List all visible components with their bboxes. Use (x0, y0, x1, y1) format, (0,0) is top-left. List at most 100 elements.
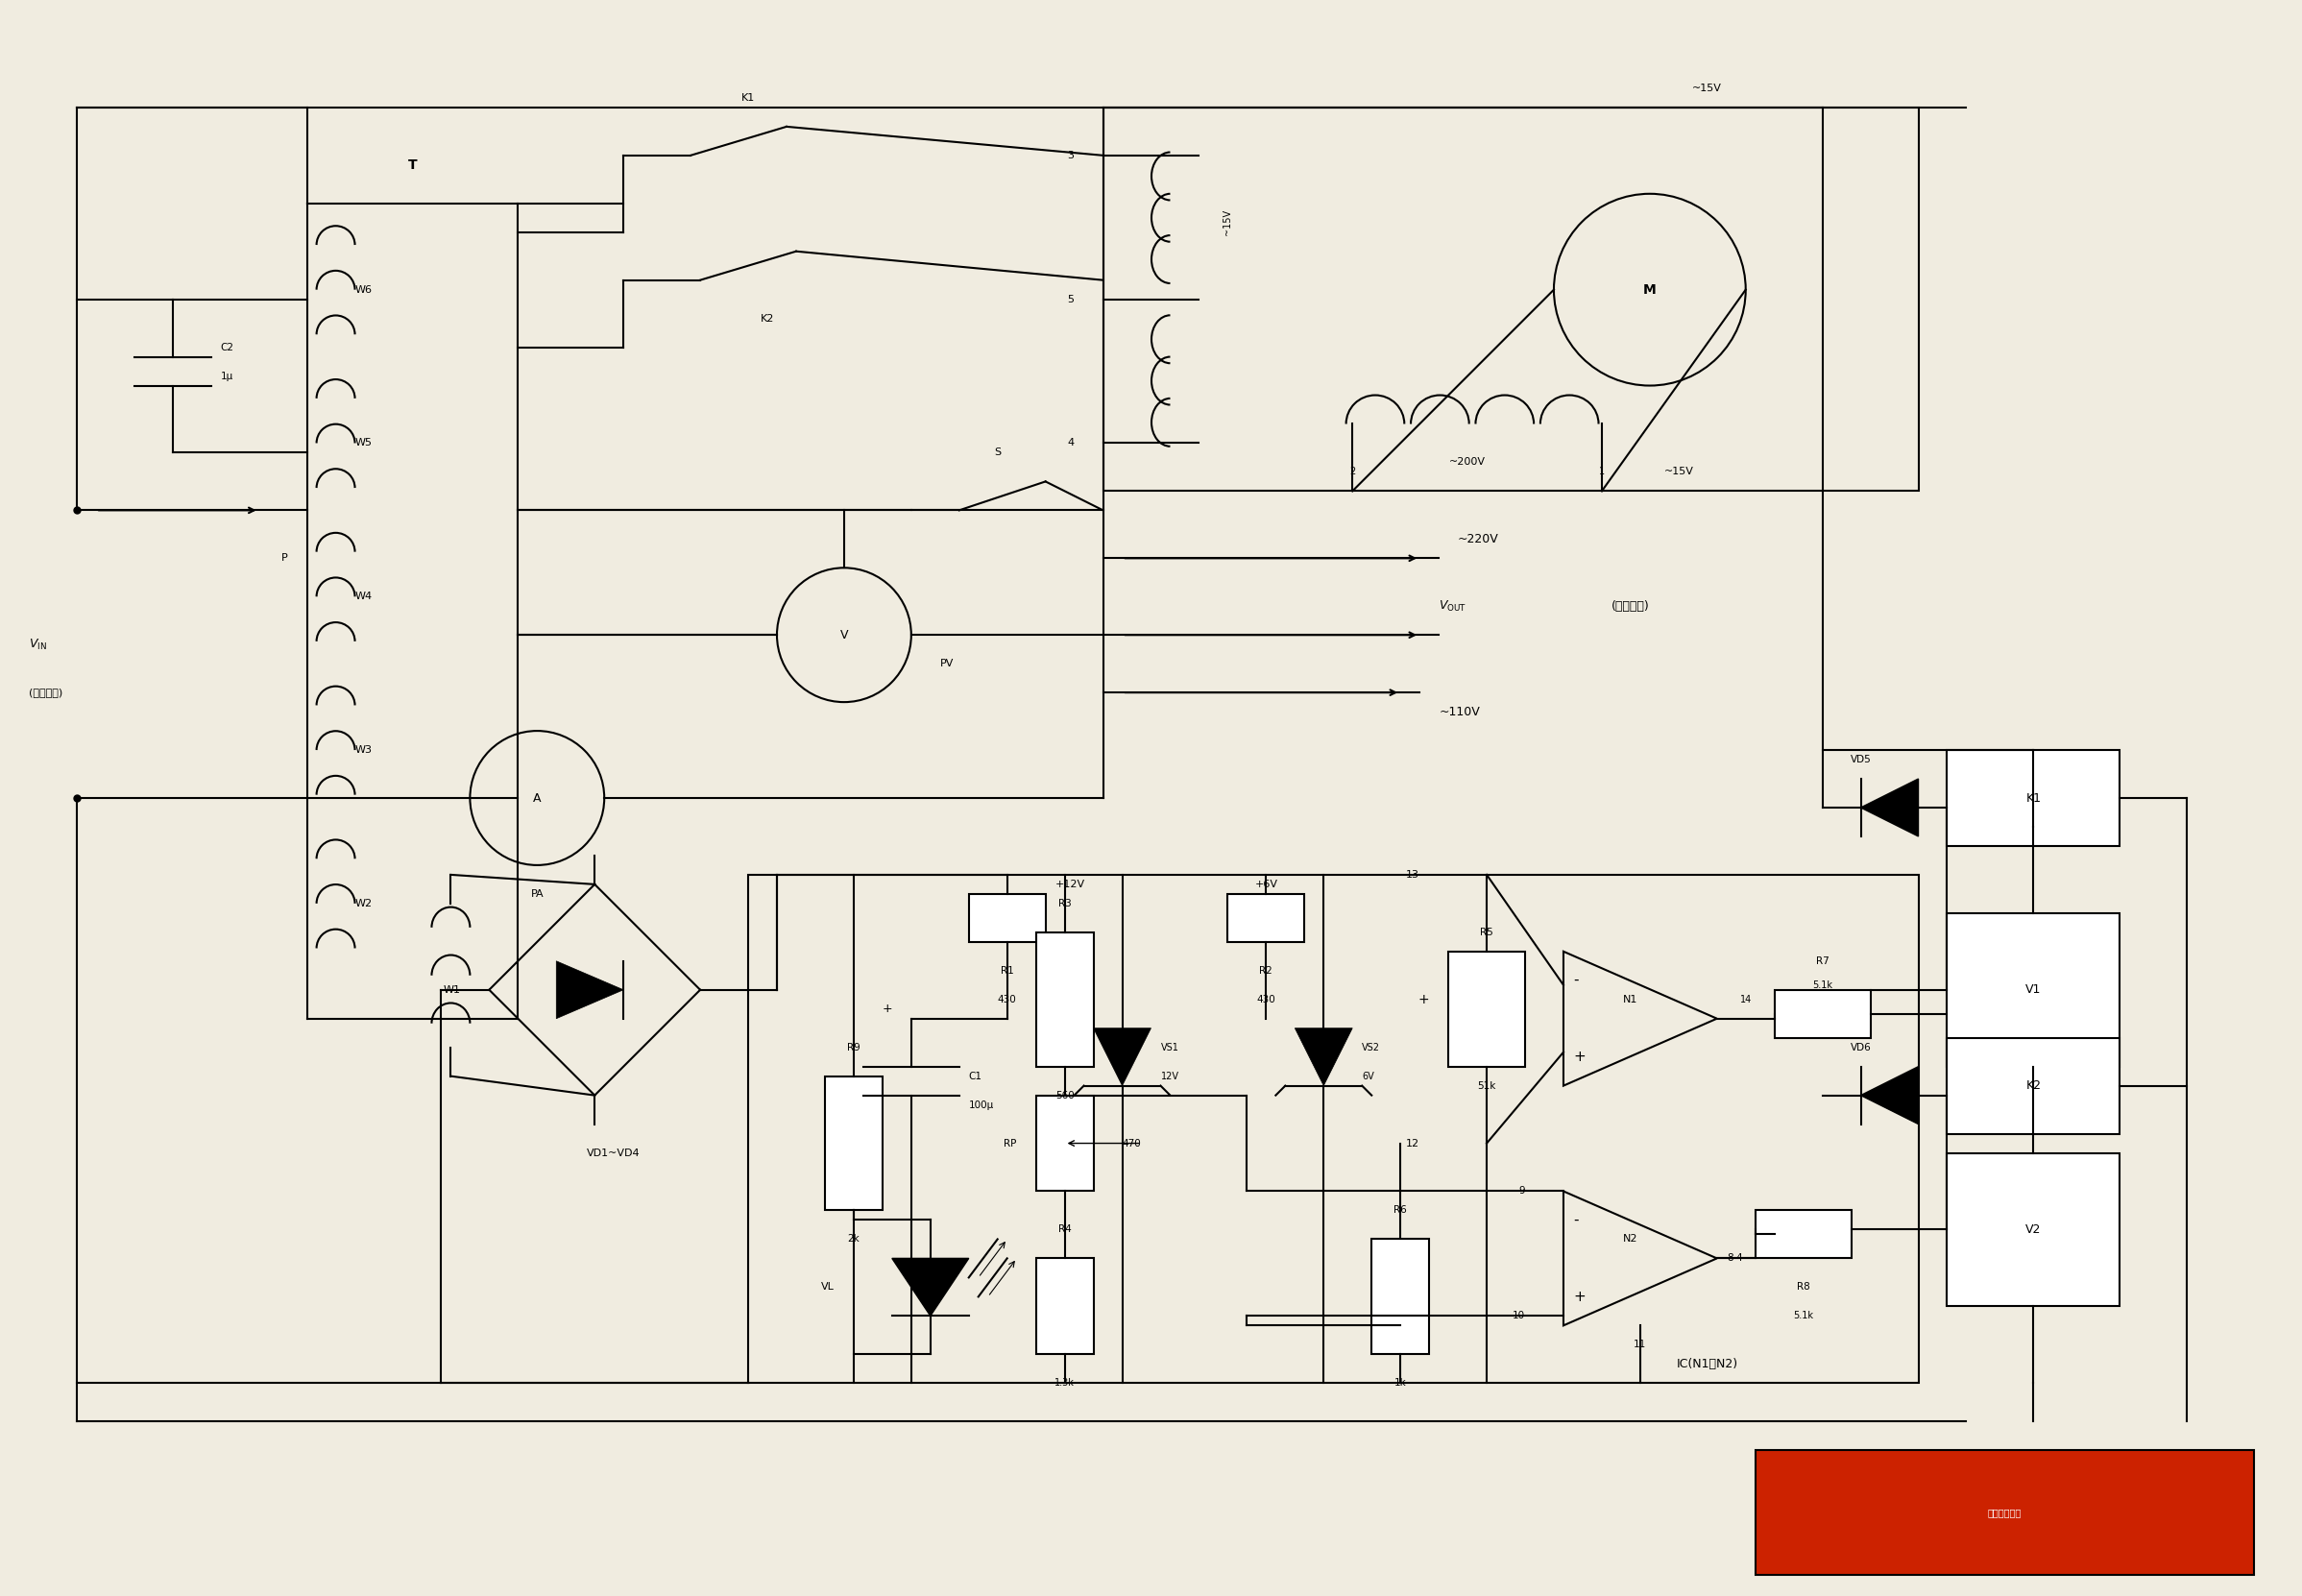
Text: +: + (1572, 1290, 1586, 1304)
Text: VD5: VD5 (1851, 755, 1872, 764)
Text: 5.1k: 5.1k (1793, 1310, 1814, 1321)
Text: K1: K1 (741, 93, 755, 102)
Bar (1036, 1095, 1093, 1191)
Text: M: M (1644, 282, 1657, 297)
Text: 51k: 51k (1478, 1080, 1496, 1090)
Text: VL: VL (822, 1282, 833, 1291)
Polygon shape (1294, 1028, 1354, 1085)
Bar (748, 875, 1918, 1384)
Text: W2: W2 (355, 899, 373, 908)
Text: VS1: VS1 (1160, 1042, 1179, 1052)
Text: V1: V1 (2026, 983, 2042, 996)
Text: N2: N2 (1623, 1234, 1639, 1243)
Bar (1947, 1152, 2120, 1306)
Text: 1k: 1k (1395, 1379, 1407, 1389)
Text: C1: C1 (969, 1071, 983, 1080)
Text: 1.3k: 1.3k (1054, 1379, 1075, 1389)
Text: ~200V: ~200V (1450, 458, 1485, 468)
Text: 12: 12 (1407, 1138, 1420, 1148)
Bar (1103, 107, 1918, 492)
Text: ~15V: ~15V (1692, 83, 1722, 93)
Text: R7: R7 (1816, 956, 1830, 966)
Text: 430: 430 (997, 994, 1017, 1004)
Text: A: A (534, 792, 541, 804)
Text: 430: 430 (1257, 994, 1275, 1004)
Text: 470: 470 (1123, 1138, 1142, 1148)
Bar (824, 1076, 882, 1210)
Text: PV: PV (939, 659, 953, 669)
Polygon shape (1093, 1028, 1151, 1085)
Text: PA: PA (529, 889, 543, 899)
Text: 10: 10 (1512, 1310, 1524, 1321)
Text: 2: 2 (1349, 468, 1356, 477)
Text: R8: R8 (1796, 1282, 1809, 1291)
Text: R5: R5 (1480, 927, 1494, 937)
Bar (1448, 951, 1526, 1066)
Text: ~15V: ~15V (1664, 468, 1694, 477)
Text: -: - (1572, 1213, 1579, 1227)
Bar (1947, 750, 2120, 846)
Text: R6: R6 (1393, 1205, 1407, 1215)
Text: VD1~VD4: VD1~VD4 (587, 1148, 640, 1157)
Text: N1: N1 (1623, 994, 1639, 1004)
Text: 13: 13 (1407, 870, 1420, 879)
Text: 4: 4 (1068, 439, 1075, 448)
Text: R1: R1 (1001, 966, 1013, 975)
Text: 1: 1 (1600, 468, 1604, 477)
Text: V2: V2 (2026, 1224, 2042, 1235)
Text: $V_{\rm IN}$: $V_{\rm IN}$ (28, 637, 46, 651)
Text: 3: 3 (1068, 150, 1075, 160)
Text: R9: R9 (847, 1042, 861, 1052)
Text: P: P (281, 554, 288, 563)
Bar (1756, 1451, 2254, 1575)
Text: -: - (1572, 974, 1579, 988)
Text: RP: RP (1004, 1138, 1017, 1148)
Bar (1756, 1210, 1851, 1258)
Text: K1: K1 (2026, 792, 2042, 804)
Bar (1775, 990, 1872, 1037)
Text: 12V: 12V (1160, 1071, 1179, 1080)
Text: 2k: 2k (847, 1234, 859, 1243)
Text: T: T (407, 158, 417, 172)
Text: 100μ: 100μ (969, 1100, 994, 1109)
Text: R4: R4 (1059, 1224, 1070, 1234)
Text: $V_{\rm OUT}$: $V_{\rm OUT}$ (1439, 598, 1466, 613)
Text: +12V: +12V (1054, 879, 1084, 889)
Polygon shape (893, 1258, 969, 1317)
Bar (969, 894, 1045, 942)
Text: W5: W5 (355, 439, 373, 448)
Bar (1227, 894, 1305, 942)
Text: 11: 11 (1634, 1341, 1646, 1350)
Polygon shape (557, 961, 624, 1018)
Bar (1947, 1037, 2120, 1133)
Text: 5: 5 (1068, 295, 1075, 305)
Text: 14: 14 (1740, 994, 1752, 1004)
Text: 推库电子书库: 推库电子书库 (1987, 1508, 2021, 1518)
Text: K2: K2 (2026, 1079, 2042, 1092)
Text: W1: W1 (442, 985, 460, 994)
Text: 9: 9 (1519, 1186, 1524, 1195)
Text: +: + (1418, 993, 1430, 1005)
Text: ~220V: ~220V (1457, 533, 1499, 546)
Bar (1036, 932, 1093, 1066)
Bar (1372, 1238, 1430, 1355)
Text: W6: W6 (355, 284, 373, 295)
Text: 560: 560 (1054, 1090, 1075, 1100)
Text: 4: 4 (1736, 1253, 1743, 1262)
Text: ~15V: ~15V (1222, 209, 1232, 236)
Text: V: V (840, 629, 847, 642)
Bar (1947, 913, 2120, 1066)
Text: W4: W4 (355, 592, 373, 602)
Text: +: + (882, 1002, 893, 1015)
Text: W3: W3 (355, 745, 373, 755)
Text: R3: R3 (1059, 899, 1070, 908)
Text: 6V: 6V (1363, 1071, 1374, 1080)
Text: 8: 8 (1726, 1253, 1733, 1262)
Text: +: + (1572, 1050, 1586, 1065)
Text: +6V: +6V (1255, 879, 1278, 889)
Text: 5.1k: 5.1k (1812, 980, 1832, 990)
Text: 1μ: 1μ (221, 372, 233, 381)
Polygon shape (1860, 779, 1918, 836)
Text: (稳压输出): (稳压输出) (1611, 600, 1651, 613)
Text: ~110V: ~110V (1439, 705, 1480, 718)
